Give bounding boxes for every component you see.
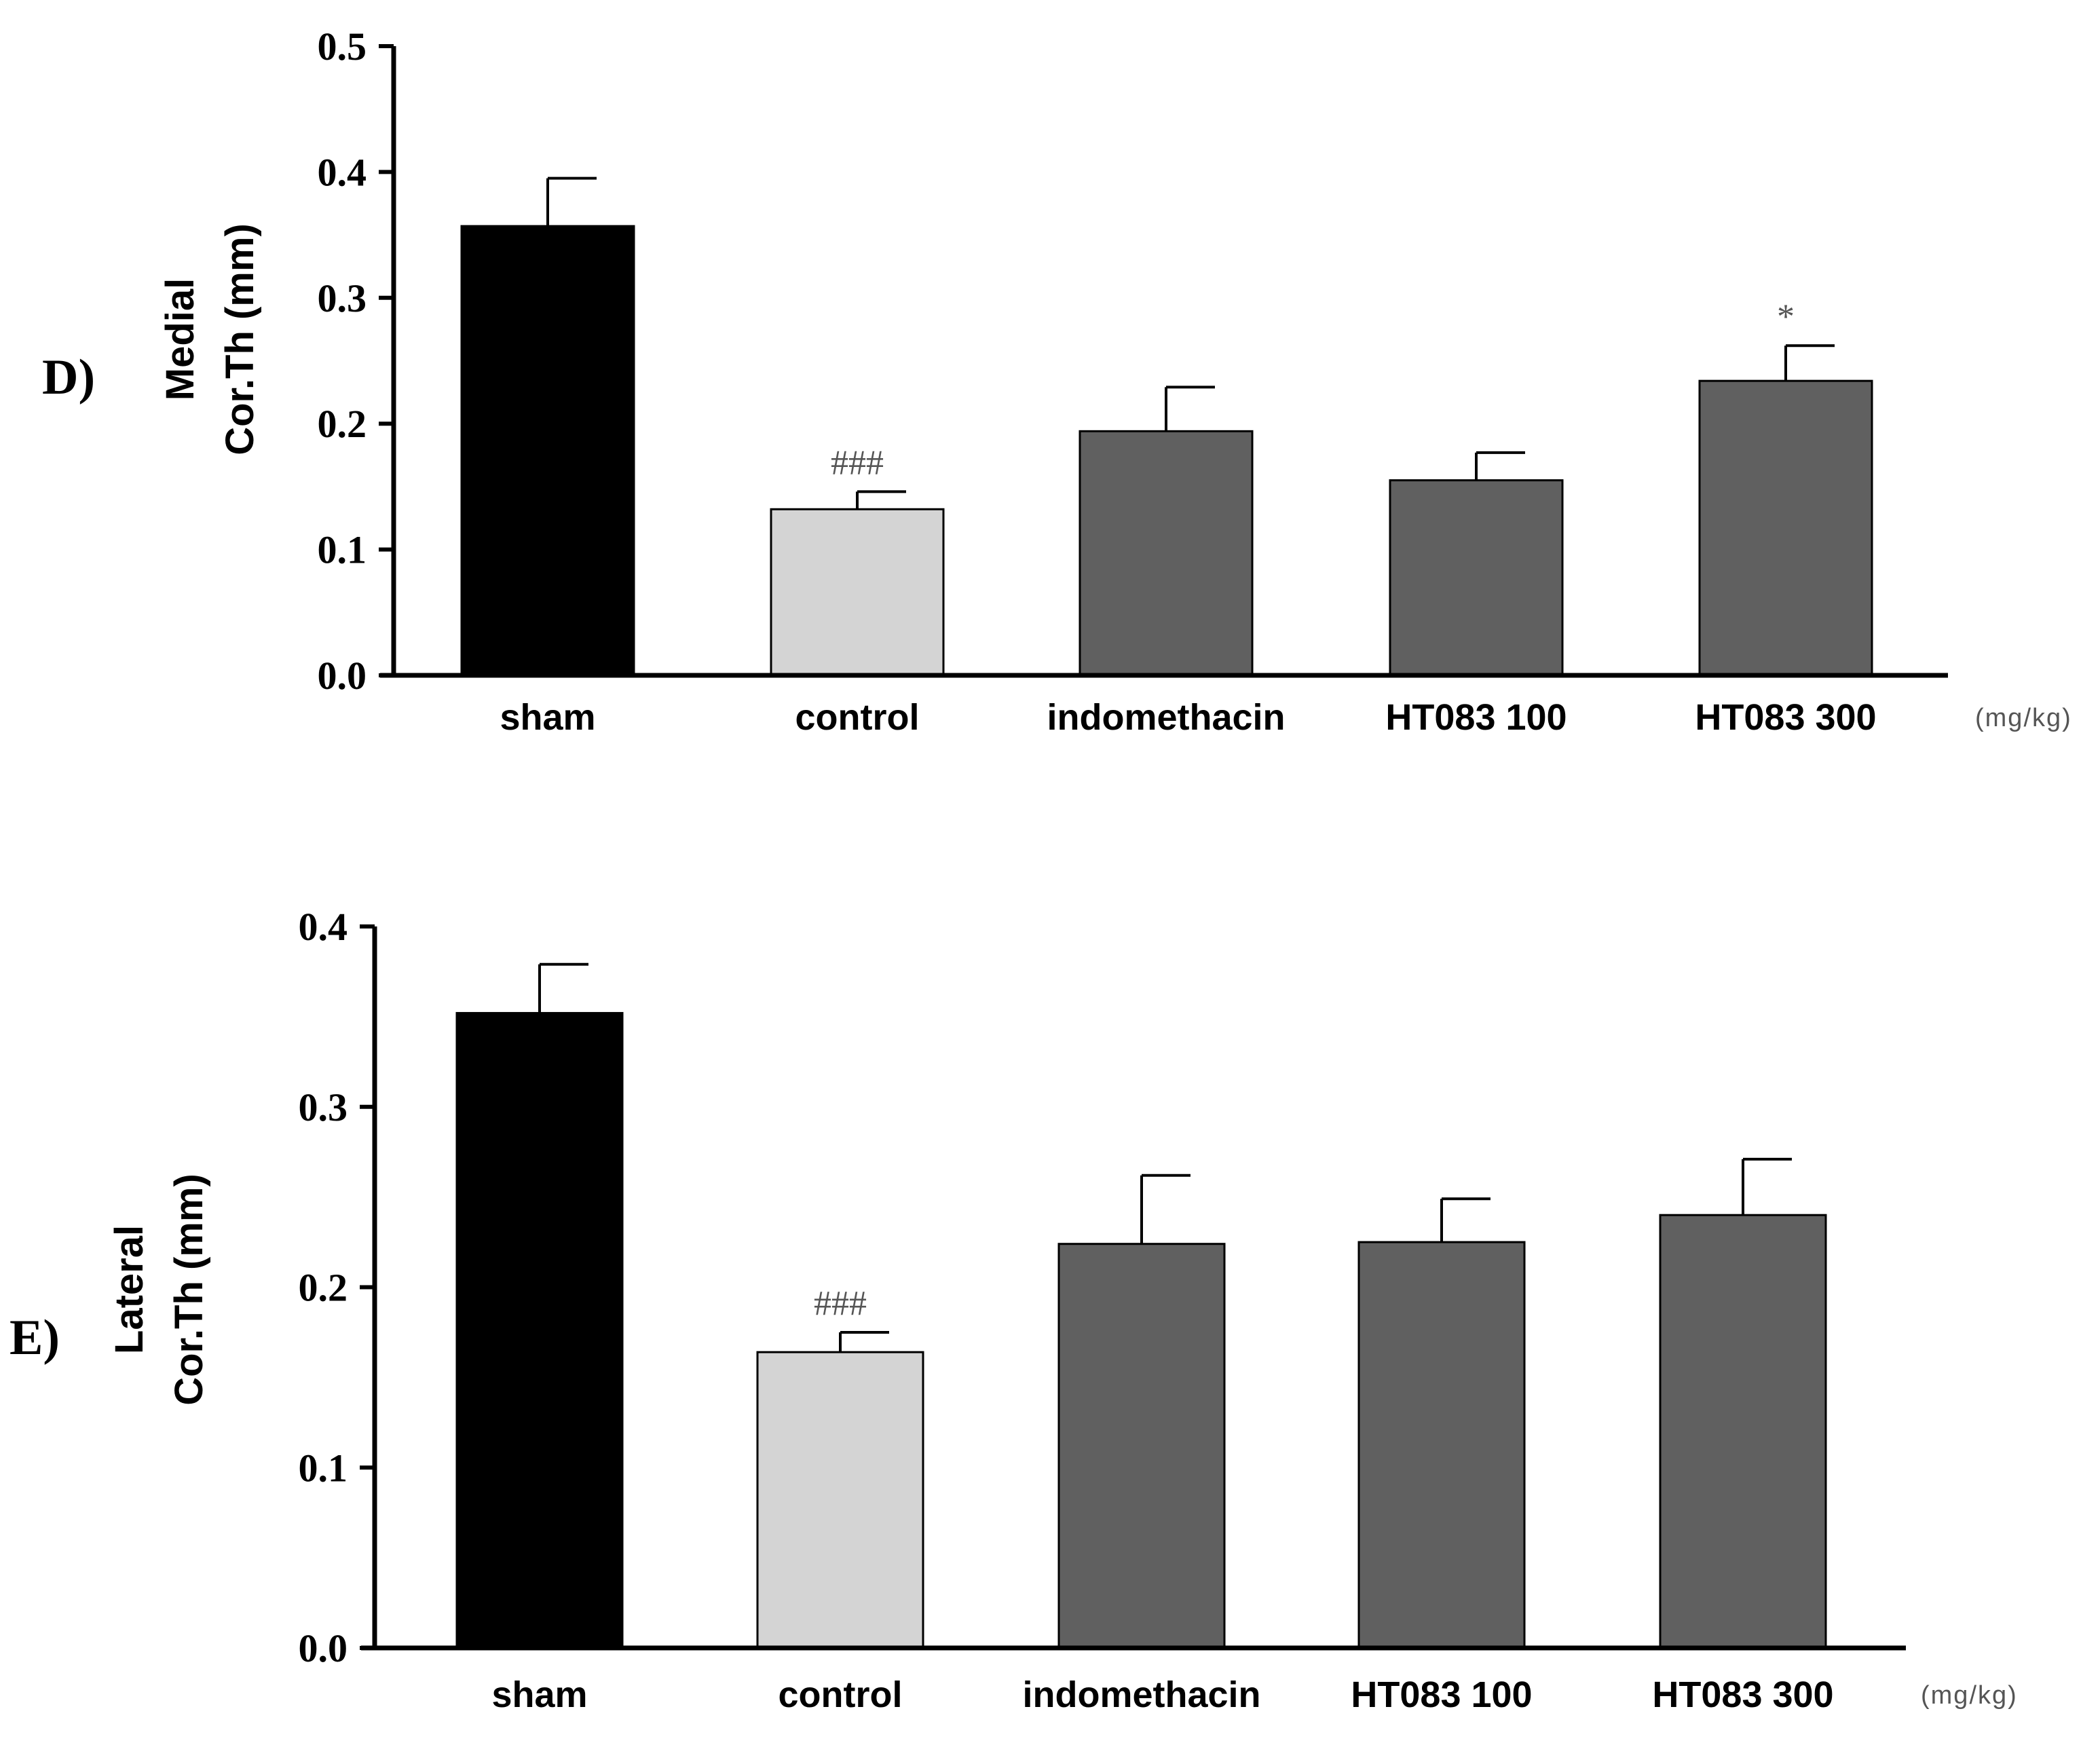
y-tick-label: 0.5 [318, 24, 367, 69]
bar [1057, 1243, 1226, 1649]
y-axis-title-line2: Cor.Th (mm) [218, 223, 262, 455]
y-tick-label: 0.0 [299, 1626, 348, 1670]
y-tick-label: 0.0 [318, 654, 367, 698]
y-tick-label: 0.3 [299, 1085, 348, 1129]
y-axis-title-line2: Cor.Th (mm) [167, 1174, 211, 1406]
chart-panel-d: sham ### control indomethacin HT083 100 * HT08… [42, 24, 2072, 738]
x-tick-label: indomethacin [1022, 1674, 1260, 1715]
x-tick-label: control [795, 697, 920, 738]
bar [460, 225, 635, 677]
panel-label: E) [10, 1310, 60, 1366]
bar [1357, 1241, 1526, 1649]
bar [1698, 379, 1873, 677]
x-tick-label: sham [491, 1674, 587, 1715]
bar [756, 1351, 924, 1649]
bar [1079, 430, 1254, 677]
bar [1659, 1214, 1827, 1649]
bar [770, 508, 945, 677]
y-tick-label: 0.2 [299, 1266, 348, 1310]
y-tick-label: 0.1 [318, 528, 367, 572]
bar [455, 1012, 624, 1649]
x-tick-label: control [779, 1674, 903, 1715]
x-tick-label: indomethacin [1047, 697, 1285, 738]
significance-marker: * [1777, 297, 1795, 336]
x-tick-label: HT083 100 [1385, 697, 1567, 738]
bar [1389, 479, 1564, 677]
unit-label: (mg/kg) [1921, 1681, 2018, 1710]
y-tick-label: 0.2 [318, 402, 367, 446]
x-tick-label: HT083 300 [1652, 1674, 1833, 1715]
y-tick-label: 0.3 [318, 276, 367, 320]
unit-label: (mg/kg) [1975, 704, 2072, 732]
y-tick-label: 0.4 [299, 905, 348, 949]
significance-marker: ### [814, 1284, 867, 1323]
chart-panel-e: sham ### control indomethacin HT083 100 HT083… [10, 905, 2018, 1715]
y-tick-label: 0.4 [318, 150, 367, 194]
y-axis-title-line1: Medial [158, 278, 202, 401]
x-tick-label: HT083 100 [1351, 1674, 1532, 1715]
x-tick-label: HT083 300 [1695, 697, 1876, 738]
significance-marker: ### [831, 443, 884, 482]
y-tick-label: 0.1 [299, 1446, 348, 1490]
y-axis-title-line1: Lateral [107, 1225, 151, 1354]
panel-label: D) [42, 350, 95, 405]
x-tick-label: sham [500, 697, 595, 738]
